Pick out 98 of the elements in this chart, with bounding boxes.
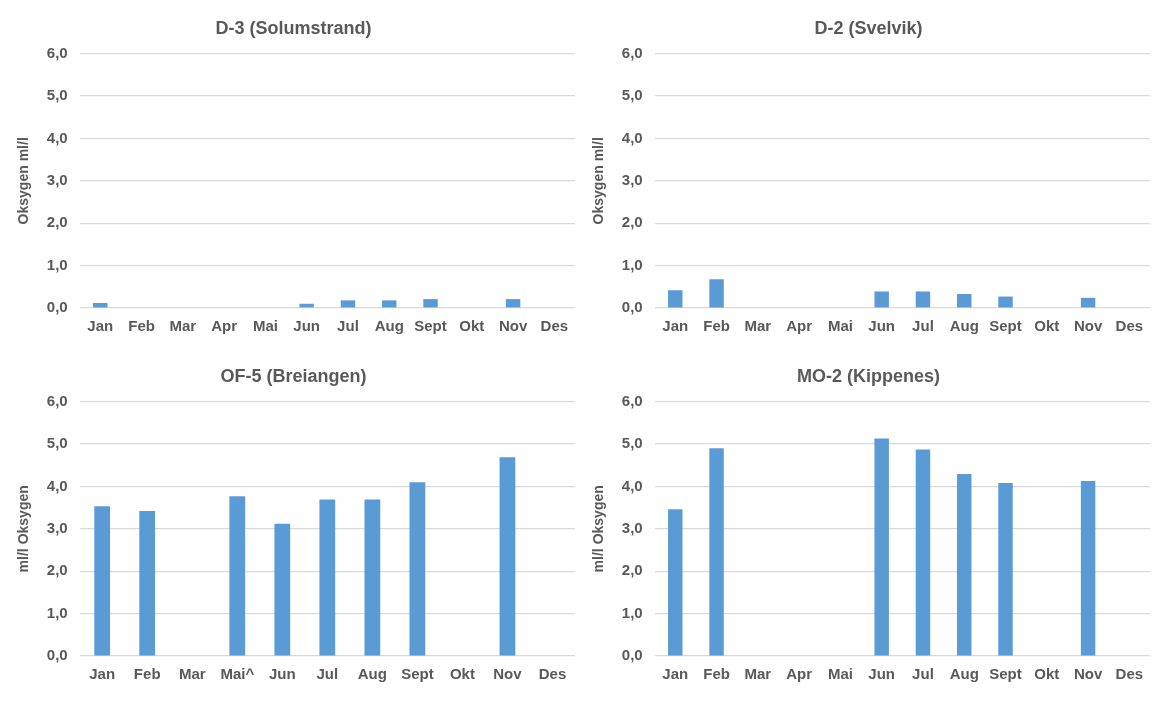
x-tick-label: Aug: [374, 317, 404, 335]
y-tick-label: 2,0: [621, 561, 643, 579]
chart-title: D-3 (Solumstrand): [215, 17, 372, 38]
y-tick-label: 5,0: [46, 86, 68, 104]
x-tick-label: Nov: [1073, 317, 1103, 335]
x-tick-label: Jul: [316, 665, 339, 683]
x-tick-label: Des: [1115, 317, 1144, 335]
x-tick-label: Aug: [357, 665, 387, 683]
y-tick-label: 3,0: [621, 518, 643, 536]
bar: [998, 483, 1013, 656]
bar: [409, 482, 426, 656]
bar: [957, 474, 972, 656]
y-tick-label: 2,0: [46, 561, 68, 579]
x-tick-label: Jun: [293, 317, 321, 335]
x-tick-label: Nov: [1073, 665, 1103, 683]
x-tick-label: Okt: [449, 665, 475, 683]
x-tick-label: Des: [538, 665, 567, 683]
x-tick-label: Aug: [949, 665, 979, 683]
x-tick-label: Apr: [211, 317, 238, 335]
y-axis-title: Oksygen ml/l: [590, 137, 607, 225]
x-tick-label: Feb: [703, 317, 730, 335]
x-tick-label: Des: [540, 317, 569, 335]
x-tick-label: Apr: [786, 317, 813, 335]
x-tick-label: Mai: [252, 317, 278, 335]
x-tick-label: Okt: [459, 317, 485, 335]
y-tick-label: 0,0: [46, 298, 68, 316]
y-axis-title: ml/l Oksygen: [590, 485, 607, 573]
x-tick-label: Aug: [949, 317, 979, 335]
y-tick-label: 2,0: [621, 213, 643, 231]
x-tick-label: Jan: [662, 665, 689, 683]
y-tick-label: 6,0: [46, 391, 68, 409]
bar: [668, 509, 683, 656]
x-tick-label: Mar: [178, 665, 206, 683]
y-tick-label: 4,0: [46, 476, 68, 494]
x-tick-label: Sept: [989, 665, 1022, 683]
bar: [319, 499, 336, 656]
y-tick-label: 5,0: [621, 86, 643, 104]
x-tick-label: Mar: [744, 665, 772, 683]
y-tick-label: 1,0: [46, 603, 68, 621]
x-tick-label: Des: [1115, 665, 1144, 683]
y-tick-label: 6,0: [621, 391, 643, 409]
x-tick-label: Feb: [128, 317, 155, 335]
x-tick-label: Jun: [268, 665, 296, 683]
y-tick-label: 5,0: [46, 434, 68, 452]
y-tick-label: 0,0: [621, 298, 643, 316]
y-tick-label: 0,0: [621, 646, 643, 664]
y-tick-label: 3,0: [46, 518, 68, 536]
y-tick-label: 0,0: [46, 646, 68, 664]
x-tick-label: Sept: [414, 317, 447, 335]
bar: [915, 449, 931, 656]
x-tick-label: Mai: [827, 665, 853, 683]
x-tick-label: Mai^: [220, 665, 255, 683]
chart-title: D-2 (Svelvik): [814, 17, 923, 38]
bar: [229, 496, 246, 656]
x-tick-label: Jan: [89, 665, 116, 683]
bar: [874, 438, 889, 656]
y-tick-label: 1,0: [46, 255, 68, 273]
y-tick-label: 5,0: [621, 434, 643, 452]
bar: [274, 523, 291, 656]
x-tick-label: Okt: [1034, 665, 1060, 683]
bar: [499, 457, 516, 656]
x-tick-label: Jan: [87, 317, 114, 335]
y-tick-label: 6,0: [46, 43, 68, 61]
x-tick-label: Jan: [662, 317, 689, 335]
x-tick-label: Nov: [498, 317, 528, 335]
x-tick-label: Mai: [827, 317, 853, 335]
x-tick-label: Jul: [912, 317, 934, 335]
bar: [709, 448, 724, 656]
x-tick-label: Jun: [868, 665, 896, 683]
y-tick-label: 4,0: [621, 476, 643, 494]
x-tick-label: Jul: [337, 317, 359, 335]
bar: [139, 510, 156, 656]
chart-title: MO-2 (Kippenes): [796, 365, 941, 386]
x-tick-label: Mar: [169, 317, 197, 335]
y-tick-label: 2,0: [46, 213, 68, 231]
y-tick-label: 4,0: [46, 128, 68, 146]
y-tick-label: 4,0: [621, 128, 643, 146]
bar: [94, 506, 111, 656]
x-tick-label: Sept: [989, 317, 1022, 335]
y-axis-title: ml/l Oksygen: [15, 485, 32, 573]
x-tick-label: Feb: [703, 665, 730, 683]
chart-title: OF-5 (Breiangen): [220, 365, 367, 386]
y-tick-label: 1,0: [621, 255, 643, 273]
x-tick-label: Jun: [868, 317, 896, 335]
x-tick-label: Sept: [401, 665, 434, 683]
x-tick-label: Mar: [744, 317, 772, 335]
y-tick-label: 3,0: [46, 170, 68, 188]
y-tick-label: 1,0: [621, 603, 643, 621]
x-tick-label: Feb: [133, 665, 161, 683]
bar: [1080, 480, 1096, 656]
x-tick-label: Jul: [912, 665, 934, 683]
x-tick-label: Nov: [493, 665, 523, 683]
y-tick-label: 3,0: [621, 170, 643, 188]
x-tick-label: Apr: [786, 665, 813, 683]
x-tick-label: Okt: [1034, 317, 1060, 335]
y-tick-label: 6,0: [621, 43, 643, 61]
bar: [364, 499, 381, 656]
y-axis-title: Oksygen ml/l: [15, 137, 32, 225]
